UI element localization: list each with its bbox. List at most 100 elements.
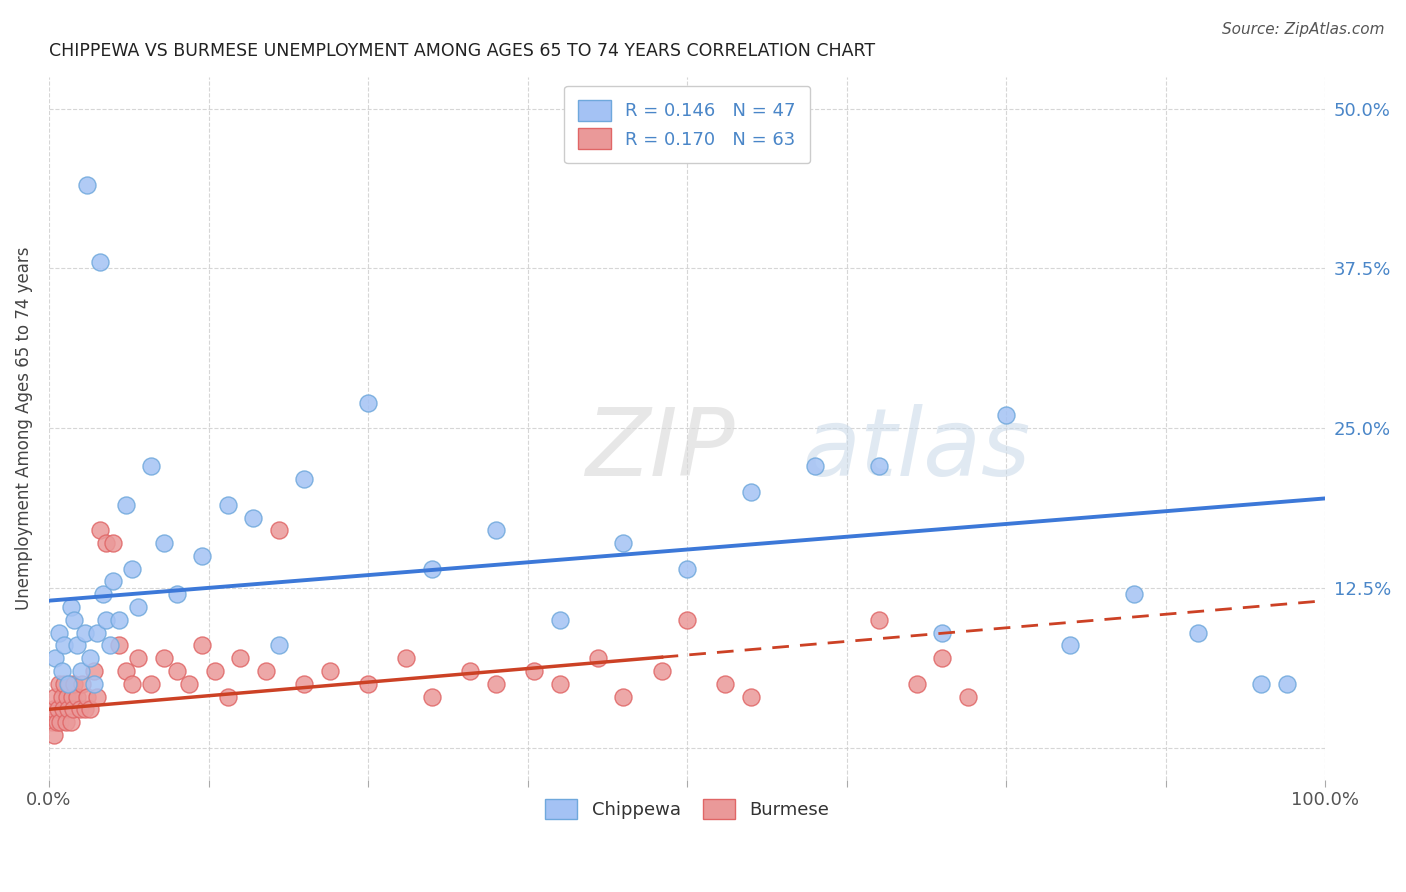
- Point: [76, 178, 98, 193]
- Point: [905, 677, 928, 691]
- Point: [357, 677, 380, 691]
- Point: [42, 728, 65, 742]
- Point: [63, 677, 86, 691]
- Point: [127, 651, 149, 665]
- Point: [121, 562, 143, 576]
- Point: [101, 536, 124, 550]
- Point: [191, 549, 214, 563]
- Text: atlas: atlas: [801, 404, 1031, 495]
- Point: [60, 690, 83, 704]
- Point: [45, 715, 67, 730]
- Point: [995, 409, 1018, 423]
- Point: [56, 677, 79, 691]
- Point: [267, 524, 290, 538]
- Point: [83, 664, 105, 678]
- Point: [51, 690, 73, 704]
- Point: [868, 613, 890, 627]
- Point: [931, 625, 953, 640]
- Point: [1250, 677, 1272, 691]
- Point: [52, 702, 75, 716]
- Point: [59, 715, 82, 730]
- Point: [86, 690, 108, 704]
- Point: [586, 651, 609, 665]
- Point: [139, 677, 162, 691]
- Point: [63, 613, 86, 627]
- Point: [41, 715, 63, 730]
- Point: [53, 639, 76, 653]
- Point: [1187, 625, 1209, 640]
- Point: [254, 664, 277, 678]
- Point: [56, 702, 79, 716]
- Point: [114, 664, 136, 678]
- Point: [42, 702, 65, 716]
- Legend: Chippewa, Burmese: Chippewa, Burmese: [530, 784, 844, 834]
- Point: [485, 524, 508, 538]
- Point: [76, 690, 98, 704]
- Point: [292, 677, 315, 691]
- Point: [420, 690, 443, 704]
- Point: [204, 664, 226, 678]
- Point: [458, 664, 481, 678]
- Point: [548, 613, 571, 627]
- Point: [58, 677, 80, 691]
- Point: [56, 690, 79, 704]
- Point: [676, 613, 699, 627]
- Point: [69, 702, 91, 716]
- Point: [66, 690, 89, 704]
- Point: [44, 690, 66, 704]
- Point: [395, 651, 418, 665]
- Point: [931, 651, 953, 665]
- Point: [740, 485, 762, 500]
- Point: [651, 664, 673, 678]
- Point: [548, 677, 571, 691]
- Point: [108, 639, 131, 653]
- Point: [740, 690, 762, 704]
- Point: [89, 255, 111, 269]
- Point: [956, 690, 979, 704]
- Point: [96, 613, 118, 627]
- Point: [127, 600, 149, 615]
- Point: [73, 625, 96, 640]
- Point: [59, 600, 82, 615]
- Point: [153, 651, 176, 665]
- Point: [62, 702, 84, 716]
- Point: [73, 702, 96, 716]
- Point: [48, 677, 70, 691]
- Point: [612, 536, 634, 550]
- Point: [1059, 639, 1081, 653]
- Point: [357, 395, 380, 409]
- Point: [98, 639, 121, 653]
- Point: [292, 472, 315, 486]
- Point: [1275, 677, 1298, 691]
- Point: [803, 459, 825, 474]
- Point: [485, 677, 508, 691]
- Point: [70, 664, 93, 678]
- Point: [101, 574, 124, 589]
- Point: [70, 677, 93, 691]
- Point: [48, 625, 70, 640]
- Text: ZIP: ZIP: [585, 404, 735, 495]
- Point: [676, 562, 699, 576]
- Point: [217, 498, 239, 512]
- Point: [191, 639, 214, 653]
- Point: [108, 613, 131, 627]
- Point: [51, 664, 73, 678]
- Point: [868, 459, 890, 474]
- Point: [79, 651, 101, 665]
- Point: [46, 702, 69, 716]
- Point: [89, 524, 111, 538]
- Point: [66, 639, 89, 653]
- Point: [166, 664, 188, 678]
- Point: [153, 536, 176, 550]
- Point: [714, 677, 737, 691]
- Point: [229, 651, 252, 665]
- Point: [242, 510, 264, 524]
- Point: [217, 690, 239, 704]
- Point: [319, 664, 342, 678]
- Point: [1122, 587, 1144, 601]
- Point: [114, 498, 136, 512]
- Point: [44, 651, 66, 665]
- Point: [420, 562, 443, 576]
- Point: [179, 677, 201, 691]
- Point: [53, 677, 76, 691]
